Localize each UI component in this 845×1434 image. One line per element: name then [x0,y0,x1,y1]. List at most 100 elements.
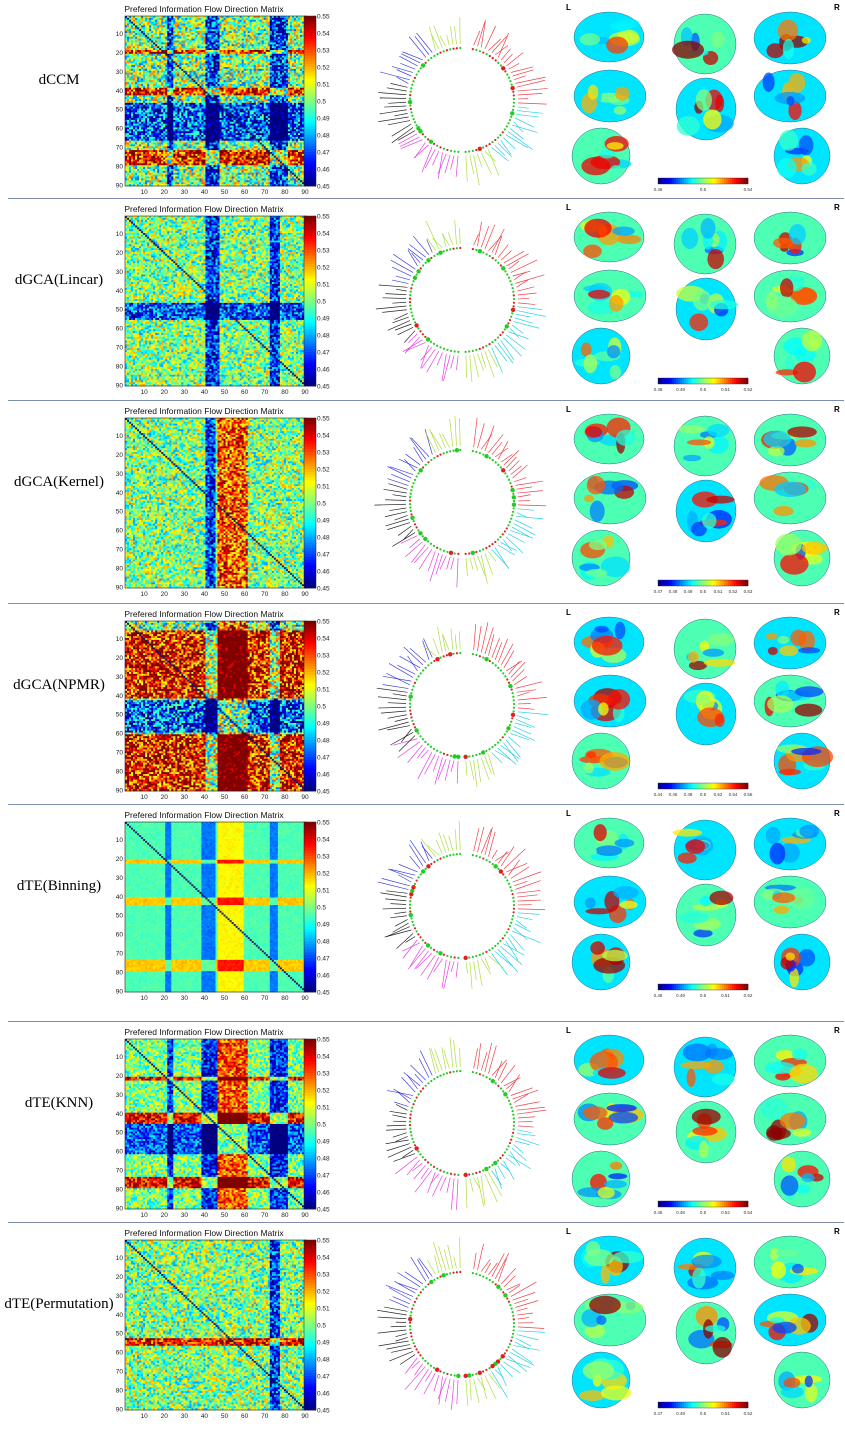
x-tick-label: 50 [221,794,229,801]
x-tick-label: 10 [140,591,148,598]
colorbar-tick-label: 0.52 [317,65,330,72]
y-tick-label: 30 [116,1092,124,1099]
x-tick-label: 80 [281,189,289,196]
flow-direction-matrix-panel: Prefered Information Flow Direction Matr… [116,4,317,196]
brain-view [675,77,737,141]
matrix-title: Prefered Information Flow Direction Matr… [124,4,284,14]
x-tick-label: 70 [261,1212,269,1219]
y-tick-label: 20 [116,452,124,459]
colorbar-tick-label: 0.46 [317,1391,330,1398]
x-tick-label: 60 [241,794,249,801]
colorbar-tick-label: 0.53 [317,854,330,861]
brain-view [571,127,632,185]
x-tick-label: 70 [261,995,269,1002]
colorbar-tick-label: 0.53 [317,1071,330,1078]
method-label: dTE(Permutation) [0,1296,118,1313]
method-label: dGCA(Kernel) [0,474,118,491]
y-tick-label: 60 [116,932,124,939]
brain-colorbar-tick-label: 0.48 [676,1210,685,1215]
x-tick-label: 40 [201,1212,209,1219]
flow-direction-matrix-panel: Prefered Information Flow Direction Matr… [116,1228,317,1420]
x-tick-label: 40 [201,794,209,801]
brain-colorbar-tick-label: 0.51 [721,993,730,998]
brain-view [753,616,827,670]
brain-view [675,883,737,947]
x-tick-label: 10 [140,995,148,1002]
region-circle-plot [374,415,546,588]
flow-direction-matrix-panel: Prefered Information Flow Direction Matr… [116,609,317,801]
colorbar-tick-label: 0.46 [317,1190,330,1197]
y-tick-label: 50 [116,913,124,920]
colorbar-tick-label: 0.51 [317,1105,330,1112]
x-tick-label: 50 [221,189,229,196]
row-divider [8,1021,844,1022]
hemisphere-left-label: L [566,608,571,617]
y-tick-label: 40 [116,1312,124,1319]
colorbar-tick-label: 0.46 [317,569,330,576]
y-tick-label: 20 [116,1073,124,1080]
colorbar-tick-label: 0.55 [317,214,330,221]
hemisphere-right-label: R [834,1227,840,1236]
colorbar-tick-label: 0.53 [317,48,330,55]
row-divider [8,1222,844,1223]
colorbar-tick-label: 0.46 [317,367,330,374]
colorbar-tick-labels: 0.55 0.54 0.53 0.52 0.51 0.5 0.49 0.48 0.47 0.46 0… [317,1238,330,1415]
colorbar-tick-label: 0.47 [317,350,330,357]
brain-view [673,213,737,275]
brain-colorbar-tick-label: 0.49 [684,589,693,594]
y-tick-label: 10 [116,433,124,440]
colorbar-tick-label: 0.54 [317,1255,330,1262]
brain-colorbar-tick-label: 0.52 [714,792,723,797]
region-circle-plot [377,1237,545,1410]
y-tick-label: 70 [116,344,124,351]
brain-view [753,1092,827,1146]
x-tick-label: 30 [181,995,189,1002]
x-tick-label: 40 [201,189,209,196]
brain-view [753,413,827,467]
colorbar-tick-label: 0.45 [317,384,330,391]
y-tick-label: 20 [116,250,124,257]
x-tick-label: 20 [161,995,169,1002]
brain-view [773,327,831,385]
x-tick-label: 30 [181,591,189,598]
colorbar-tick-label: 0.55 [317,619,330,626]
brain-view [573,69,647,123]
x-tick-label: 40 [201,389,209,396]
x-tick-label: 90 [301,389,309,396]
y-tick-label: 70 [116,950,124,957]
y-tick-label: 40 [116,288,124,295]
colorbar-tick-label: 0.49 [317,721,330,728]
colorbar-tick-label: 0.46 [317,973,330,980]
matrix-cells [125,216,307,387]
colorbar-tick-label: 0.47 [317,1173,330,1180]
x-tick-label: 10 [140,1212,148,1219]
brain-view [773,933,831,991]
colorbar-tick-label: 0.49 [317,922,330,929]
brain-view [753,875,827,929]
colorbar-tick-label: 0.47 [317,1374,330,1381]
y-tick-label: 70 [116,546,124,553]
x-tick-label: 90 [301,995,309,1002]
y-tick-label: 10 [116,31,124,38]
colorbar-tick-label: 0.47 [317,552,330,559]
x-tick-label: 30 [181,1413,189,1420]
y-tick-label: 10 [116,1054,124,1061]
brain-view [672,819,737,881]
brain-view [573,1293,647,1347]
colorbar-tick-label: 0.45 [317,184,330,191]
brain-view [773,1150,831,1208]
colorbar-tick-labels: 0.55 0.54 0.53 0.52 0.51 0.5 0.49 0.48 0.47 0.46 0… [317,619,330,796]
colorbar-tick-label: 0.5 [317,1122,326,1129]
brain-surface-views: L R 0.46 0.5 0.54 [566,3,840,192]
brain-view [672,13,737,75]
x-tick-label: 10 [140,794,148,801]
brain-colorbar-tick-label: 0.51 [714,589,723,594]
y-tick-label: 70 [116,144,124,151]
colorbar-tick-labels: 0.55 0.54 0.53 0.52 0.51 0.5 0.49 0.48 0.47 0.46 0… [317,14,330,191]
row-divider [8,198,844,199]
y-tick-label: 10 [116,1255,124,1262]
colorbar-tick-label: 0.45 [317,1408,330,1415]
brain-surface-views: L R 0.48 0.49 0.5 0.51 0.52 [566,809,840,998]
brain-view [773,732,834,790]
colorbar-tick-labels: 0.55 0.54 0.53 0.52 0.51 0.5 0.49 0.48 0.47 0.46 0… [317,416,330,593]
